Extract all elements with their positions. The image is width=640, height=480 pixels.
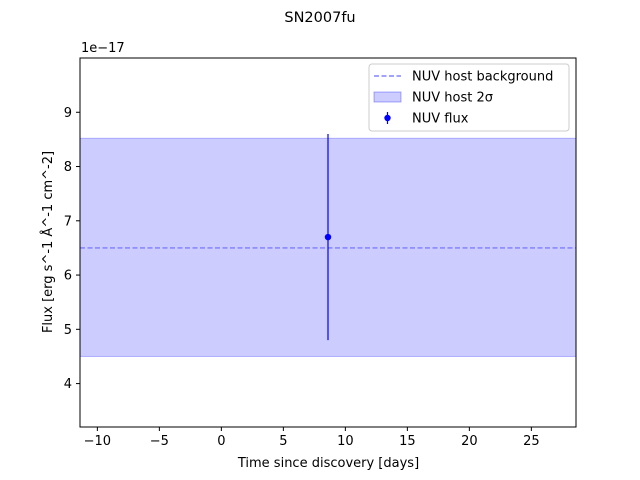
legend-label: NUV host background: [412, 70, 553, 85]
y-tick-label: 8: [64, 160, 72, 175]
y-tick-label: 4: [64, 377, 72, 392]
x-axis-label: Time since discovery [days]: [237, 456, 419, 471]
y-axis-label: Flux [erg s^-1 Å^-1 cm^-2]: [40, 151, 56, 333]
y-tick-label: 5: [64, 323, 72, 338]
y-offset-label: 1e−17: [81, 41, 125, 56]
x-tick-label: −10: [84, 434, 111, 449]
x-tick-label: 15: [399, 434, 416, 449]
chart-title: SN2007fu: [284, 10, 355, 26]
legend-box: [368, 63, 570, 132]
legend: NUV host background NUV host 2σ NUV flux: [368, 63, 570, 132]
y-tick-label: 6: [64, 269, 72, 284]
x-tick-label: 5: [279, 434, 287, 449]
x-tick-label: 0: [217, 434, 225, 449]
axes-frame: [79, 57, 577, 428]
legend-label: NUV host 2σ: [412, 91, 493, 106]
plot-area: [79, 133, 577, 357]
x-tick-label: 10: [337, 434, 354, 449]
legend-label: NUV flux: [412, 112, 469, 127]
legend-swatch-host-2sigma: [373, 91, 402, 103]
chart-text: SN2007fu Time since discovery [days] Flu…: [40, 10, 419, 471]
nuv-flux-point: [324, 233, 332, 241]
y-tick-label: 7: [64, 214, 72, 229]
axes: −10 −5 0 5 10 15 20 25 4 5 6 7 8 9: [64, 57, 577, 449]
x-tick-label: 25: [523, 434, 540, 449]
y-tick-label: 9: [64, 106, 72, 121]
x-tick-label: 20: [461, 434, 478, 449]
legend-swatch-marker: [384, 114, 391, 122]
x-tick-label: −5: [150, 434, 169, 449]
